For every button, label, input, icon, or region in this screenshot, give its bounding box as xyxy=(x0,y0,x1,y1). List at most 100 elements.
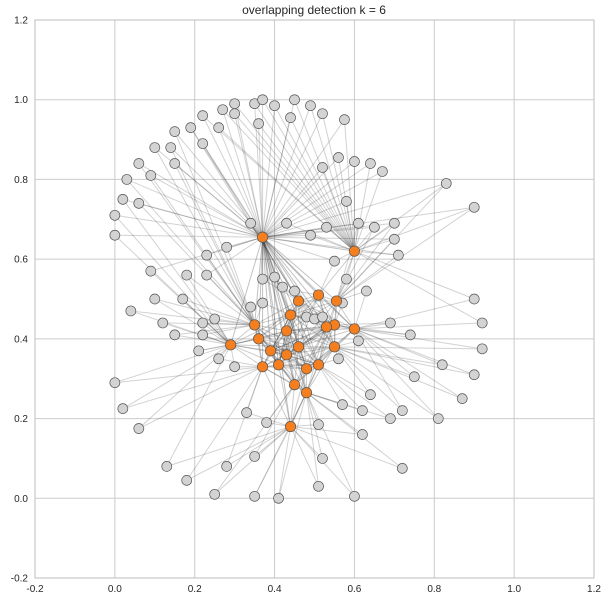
x-tick-label: 0.6 xyxy=(347,584,361,595)
node-gray xyxy=(337,399,348,410)
edge xyxy=(230,314,291,346)
edge xyxy=(262,237,296,385)
edge xyxy=(218,127,355,252)
node-gray xyxy=(201,249,213,261)
edge xyxy=(262,237,307,393)
edge xyxy=(254,324,264,367)
edge xyxy=(126,179,255,326)
edge xyxy=(222,109,355,252)
node-gray xyxy=(133,423,145,434)
node-gray xyxy=(389,233,400,245)
edge xyxy=(298,328,355,348)
node-orange xyxy=(284,309,297,321)
node-gray xyxy=(197,110,209,122)
edge xyxy=(150,175,256,326)
edge xyxy=(318,364,371,396)
edge xyxy=(258,300,299,340)
edge xyxy=(170,147,256,326)
edge xyxy=(254,324,307,370)
node-gray xyxy=(109,377,121,389)
edge xyxy=(254,426,291,457)
edge xyxy=(278,330,288,365)
node-gray xyxy=(341,273,352,285)
edge xyxy=(286,222,355,252)
edge xyxy=(286,326,327,356)
node-gray xyxy=(389,217,400,229)
node-gray xyxy=(385,317,396,329)
edge xyxy=(186,426,291,481)
node-gray xyxy=(440,178,452,189)
node-gray xyxy=(177,293,189,305)
edge xyxy=(254,314,291,326)
edge xyxy=(286,328,355,332)
node-orange xyxy=(320,321,333,333)
edge xyxy=(258,123,264,238)
edge xyxy=(286,326,327,332)
edge xyxy=(262,200,347,238)
edge xyxy=(334,346,475,376)
edge xyxy=(335,223,359,302)
node-gray xyxy=(201,269,213,281)
edge xyxy=(343,119,355,252)
edge xyxy=(354,328,475,376)
node-gray xyxy=(169,158,181,169)
node-gray xyxy=(197,317,209,329)
edge xyxy=(290,294,319,316)
edge xyxy=(262,346,299,368)
edge xyxy=(154,147,256,326)
edge xyxy=(262,105,276,238)
edge xyxy=(290,426,403,469)
edge xyxy=(186,274,255,326)
node-gray xyxy=(468,293,480,305)
edge xyxy=(202,115,264,238)
edge xyxy=(130,310,231,346)
edge xyxy=(354,322,483,330)
edge xyxy=(334,346,483,350)
edge xyxy=(354,222,395,252)
edge xyxy=(114,234,263,238)
edge xyxy=(353,171,383,252)
edge xyxy=(230,237,264,345)
edge xyxy=(321,113,355,252)
edge xyxy=(254,324,299,348)
edge xyxy=(262,119,345,238)
edge xyxy=(230,344,287,356)
node-gray xyxy=(245,217,256,229)
node-gray xyxy=(165,142,177,153)
edge xyxy=(306,324,335,370)
node-gray xyxy=(209,488,221,500)
node-gray xyxy=(149,142,161,153)
node-gray xyxy=(269,271,280,283)
edge xyxy=(354,328,483,350)
edge xyxy=(262,236,335,262)
edge xyxy=(334,346,415,378)
edge xyxy=(306,392,319,487)
edge xyxy=(336,227,375,302)
node-gray xyxy=(317,162,328,173)
edge xyxy=(270,326,327,352)
edge xyxy=(234,113,264,238)
edge xyxy=(290,300,337,316)
edge xyxy=(254,324,287,356)
edge xyxy=(262,237,272,351)
edge xyxy=(294,346,300,385)
edge xyxy=(174,324,255,336)
nodes-orange xyxy=(225,231,360,433)
node-gray xyxy=(321,221,332,233)
edge xyxy=(182,298,255,326)
edge xyxy=(354,250,483,324)
edge xyxy=(353,163,371,252)
node-gray xyxy=(125,305,137,317)
node-gray xyxy=(197,329,209,341)
node-gray xyxy=(396,463,408,474)
node-gray xyxy=(408,371,420,383)
x-tick-label: 1.2 xyxy=(587,584,601,595)
edge xyxy=(122,198,263,238)
edge xyxy=(222,109,264,238)
edge xyxy=(286,354,319,366)
edge xyxy=(226,426,291,467)
edge xyxy=(298,300,335,326)
y-tick-label: 1.2 xyxy=(14,16,28,27)
edge xyxy=(230,344,279,366)
edge xyxy=(286,294,319,332)
